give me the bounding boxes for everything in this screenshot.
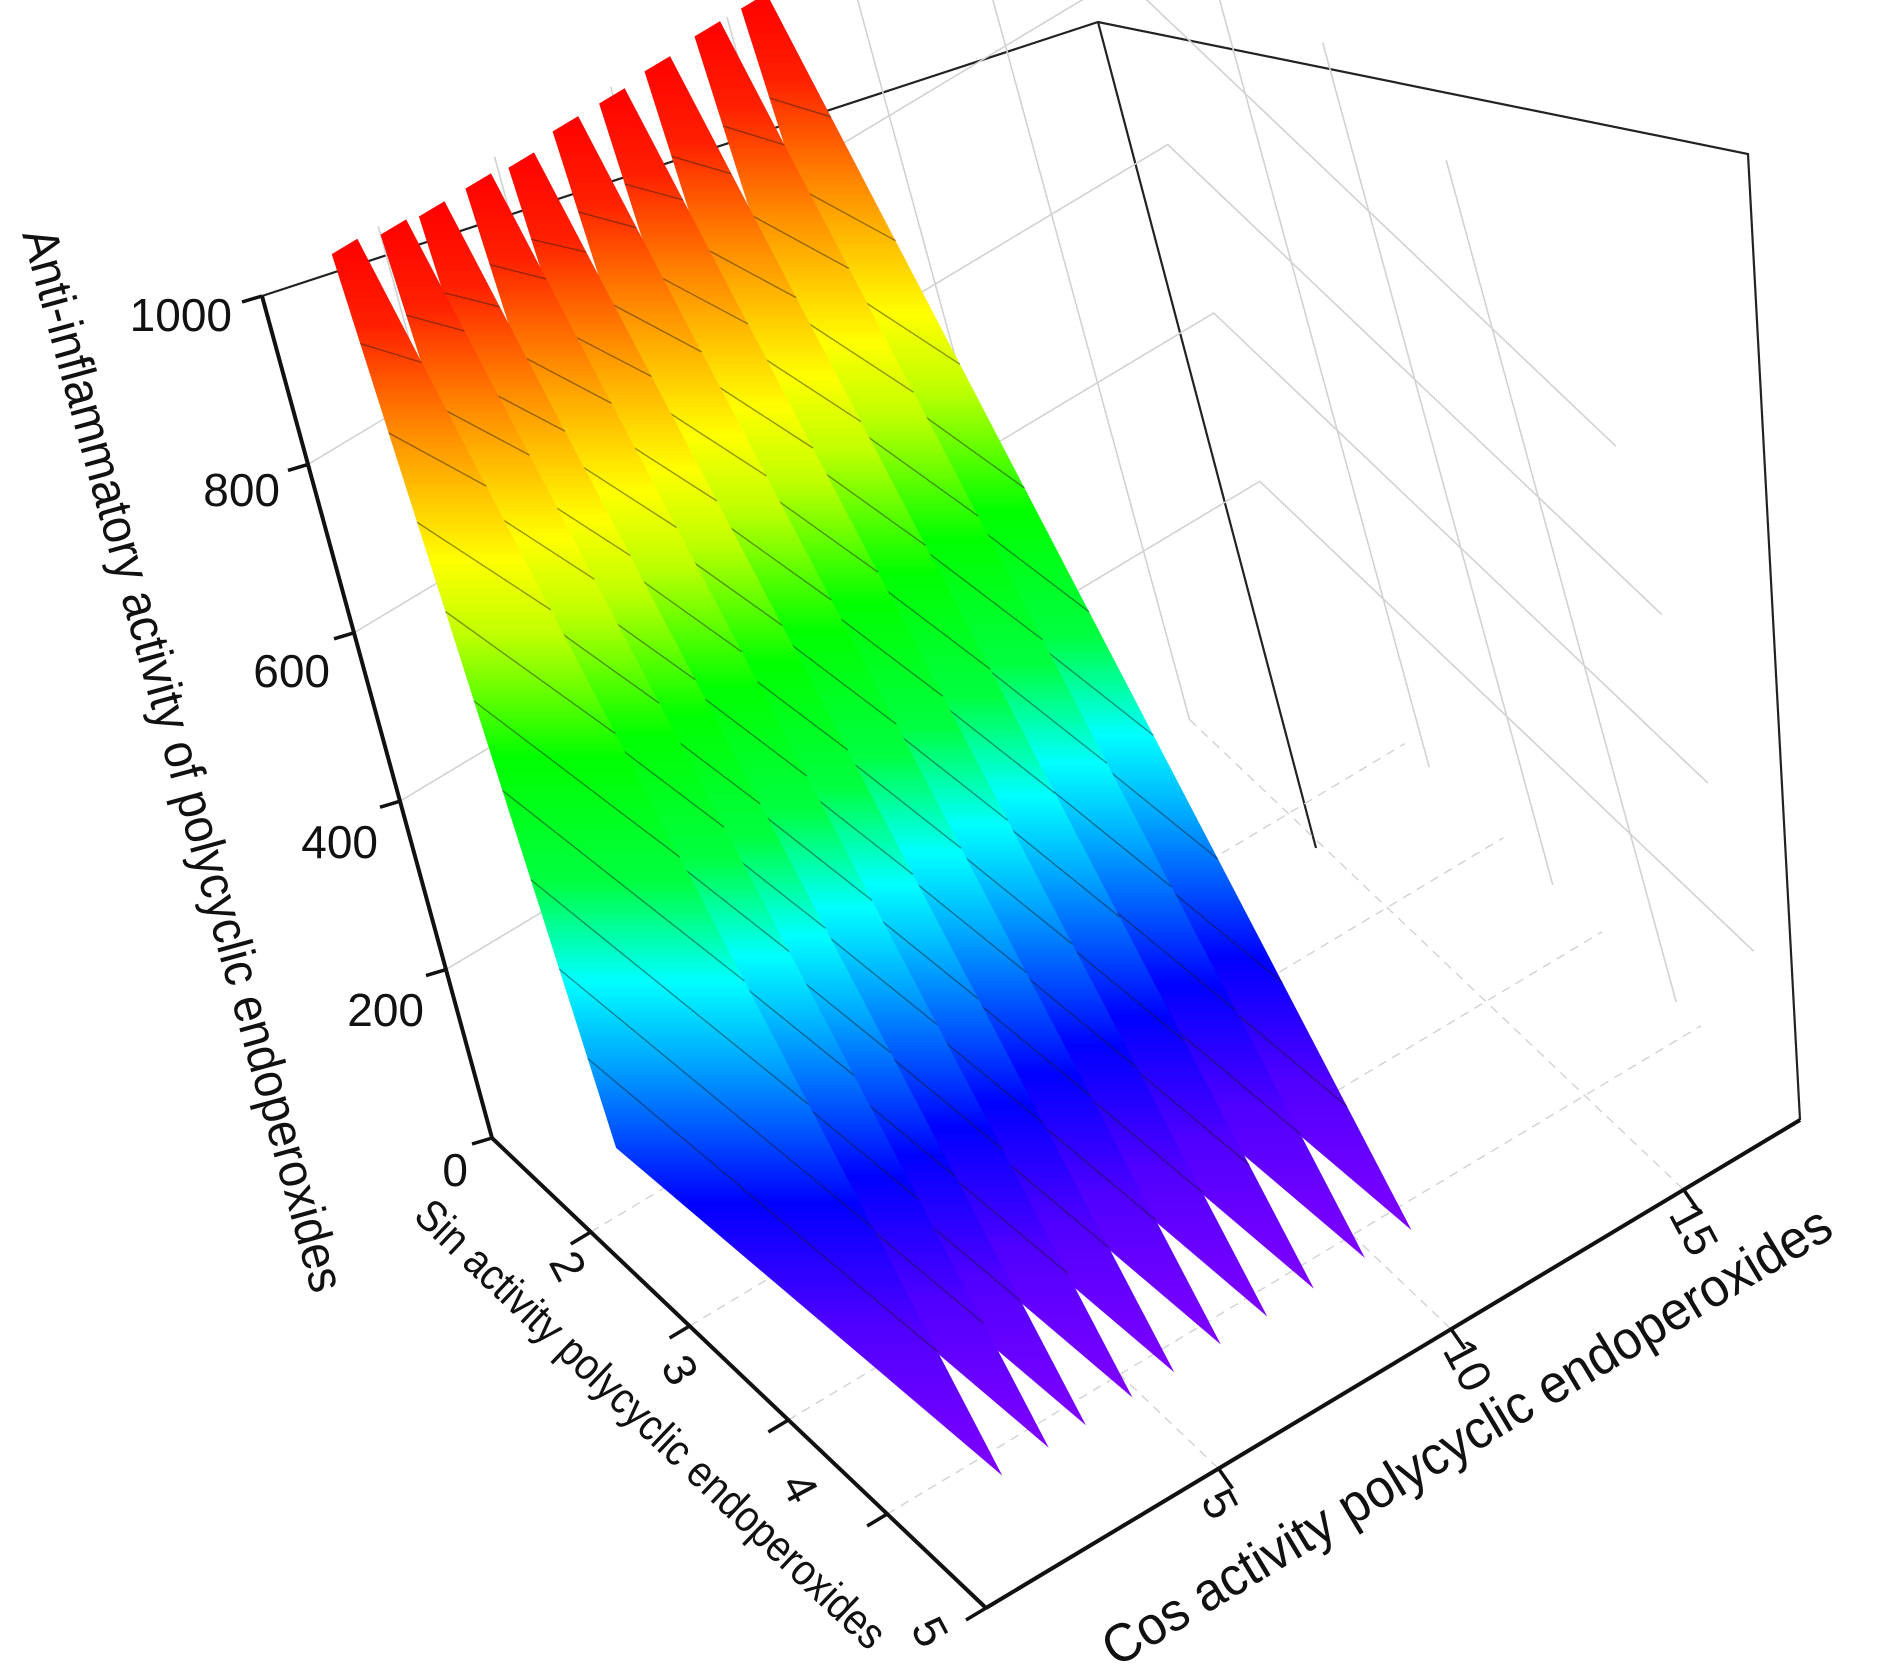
- surface-slabs: [331, 0, 1412, 1476]
- slab-face: [331, 238, 1003, 1476]
- contour-line: [445, 611, 616, 735]
- contour-line: [699, 245, 797, 299]
- x-axis-title: Cos activity polycyclic endoperoxides: [1091, 1194, 1842, 1678]
- z-tick-mark: [425, 967, 447, 978]
- x-tick-mark: [1682, 1188, 1699, 1211]
- z-tick-labels: 1000 800 600 400 200 0: [130, 289, 468, 1196]
- y-tick-mark: [668, 1324, 691, 1340]
- slab-face: [599, 88, 1268, 1317]
- floor-grid-line: [788, 931, 1603, 1421]
- contour-line: [531, 238, 587, 253]
- wall-grid-line: [992, 0, 1191, 720]
- contour-line: [434, 403, 530, 456]
- contour-line: [442, 291, 501, 308]
- contour-line: [652, 272, 749, 325]
- contour-line: [797, 186, 896, 242]
- floor-grid-line: [1189, 718, 1684, 1191]
- z-axis-line: [260, 295, 494, 1139]
- y-axis-line: [490, 1136, 988, 1610]
- contour-line: [416, 521, 552, 611]
- slab-face: [694, 21, 1365, 1258]
- contour-line: [530, 879, 810, 1106]
- contour-line: [769, 97, 832, 118]
- slab-face: [740, 0, 1412, 1231]
- y-tick-mark: [965, 1606, 987, 1622]
- z-tick-label: 0: [442, 1144, 468, 1196]
- z-axis-title: Anti-inflammatory activity of polycyclic…: [11, 222, 355, 1298]
- y-tick-mark: [767, 1418, 790, 1434]
- contour-line: [722, 125, 785, 146]
- contour-line: [624, 183, 684, 201]
- wall-grid-line: [1321, 42, 1554, 885]
- x-tick-mark: [1217, 1467, 1234, 1490]
- surface-slab: [331, 238, 1003, 1476]
- y-tick-label: 4: [771, 1464, 829, 1511]
- x-axis-line: [984, 1118, 1802, 1610]
- tick-marks: [241, 294, 1699, 1622]
- contour-line: [473, 700, 681, 858]
- z-tick-label: 1000: [130, 289, 232, 341]
- contour-line: [489, 264, 547, 280]
- contour-line: [750, 214, 850, 270]
- y-tick-mark: [866, 1512, 889, 1528]
- z-tick-mark: [287, 462, 309, 473]
- contour-line: [388, 432, 487, 487]
- slab-face: [380, 219, 1049, 1448]
- slab-face: [552, 116, 1221, 1345]
- contour-line: [606, 300, 702, 353]
- wall-grid-line: [1218, 0, 1431, 768]
- z-tick-mark: [379, 799, 401, 809]
- z-tick-mark: [241, 294, 263, 304]
- contour-line: [671, 155, 732, 175]
- contour-line: [578, 211, 637, 229]
- x-tick-label: 5: [1191, 1480, 1249, 1527]
- contour-line: [406, 314, 465, 332]
- back-wall-edge: [1096, 21, 1318, 849]
- z-tick-label: 800: [203, 464, 280, 516]
- slab-face: [508, 152, 1175, 1373]
- z-tick-label: 400: [301, 816, 378, 868]
- floor-grid-line: [689, 837, 1504, 1327]
- floor-grid-line: [590, 743, 1405, 1233]
- z-tick-label: 200: [347, 984, 424, 1036]
- z-tick-mark: [333, 631, 355, 641]
- y-tick-label: 3: [651, 1346, 709, 1393]
- wall-grid-line: [1445, 160, 1678, 1003]
- contour-line: [501, 789, 745, 982]
- y-tick-label: 5: [901, 1608, 959, 1655]
- slab-face: [644, 56, 1314, 1289]
- x-tick-mark: [1449, 1327, 1467, 1351]
- contour-line: [587, 1057, 939, 1353]
- contour-line: [558, 968, 874, 1229]
- y-tick-mark: [569, 1230, 592, 1246]
- z-tick-label: 600: [253, 645, 330, 697]
- y-tick-label: 2: [539, 1242, 597, 1289]
- slab-face: [418, 201, 1086, 1426]
- slab-face: [465, 173, 1133, 1398]
- floor-grid-line: [886, 1025, 1702, 1515]
- contour-line: [517, 353, 612, 404]
- contour-line: [359, 342, 423, 364]
- z-tick-mark: [471, 1136, 493, 1146]
- axes: [241, 294, 1802, 1622]
